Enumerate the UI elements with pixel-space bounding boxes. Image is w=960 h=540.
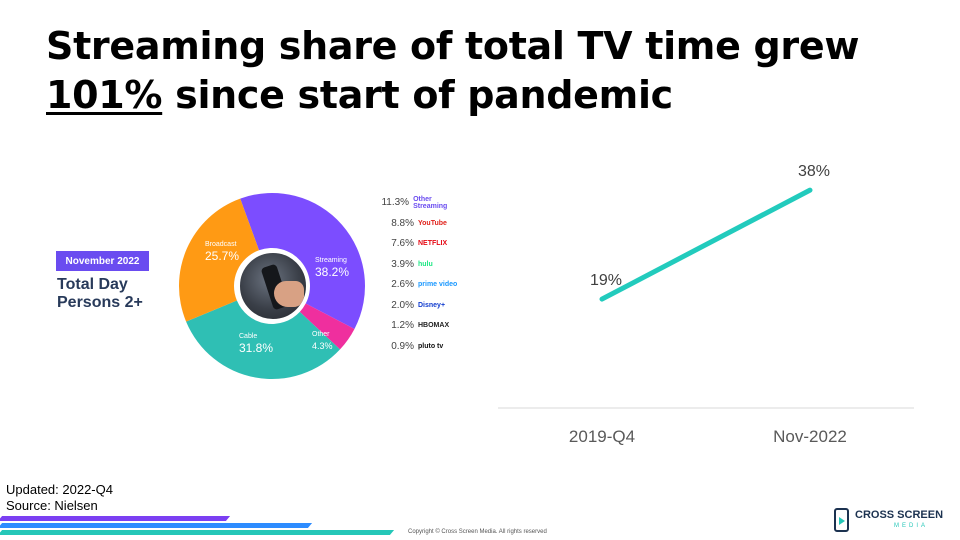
service-share: 2.0% xyxy=(391,299,414,311)
viewing-share-donut xyxy=(178,192,365,379)
service-logo: Disney+ xyxy=(418,301,446,309)
service-share: 2.6% xyxy=(391,279,414,290)
updated-note: Updated: 2022-Q4 xyxy=(6,482,113,497)
data-label: 38% xyxy=(798,163,830,180)
service-row: 3.9% hulu xyxy=(380,255,460,274)
service-share: 3.9% xyxy=(391,258,414,270)
service-logo: pluto tv xyxy=(418,342,444,350)
x-tick-label: Nov-2022 xyxy=(773,427,847,446)
donut-label-broadcast: Broadcast 25.7% xyxy=(205,241,240,263)
streaming-share-line-chart: 2019-Q4 Nov-2022 19% 38% xyxy=(498,163,914,446)
tv-remote-photo xyxy=(237,250,309,322)
service-share: 7.6% xyxy=(391,238,414,249)
hand-shape xyxy=(274,281,304,307)
infographic-heading: Total Day Persons 2+ xyxy=(57,276,143,311)
donut-slice-broadcast xyxy=(178,198,260,322)
donut-label-streaming: Streaming 38.2% xyxy=(315,257,350,279)
service-row: 7.6% NETFLIX xyxy=(380,234,460,253)
service-share: 8.8% xyxy=(391,217,414,229)
service-logo: prime video xyxy=(418,281,458,288)
donut-label-other: Other 4.3% xyxy=(312,331,333,351)
stripe-blue xyxy=(0,523,313,528)
service-row: 8.8% YouTube xyxy=(380,214,460,233)
source-note: Source: Nielsen xyxy=(6,498,98,513)
copyright-text: Copyright © Cross Screen Media. All righ… xyxy=(408,529,547,535)
service-row: 0.9% pluto tv xyxy=(380,337,460,356)
donut-slice-streaming xyxy=(240,192,365,329)
play-icon xyxy=(834,508,849,532)
slide-title: Streaming share of total TV time grew 101… xyxy=(46,24,860,117)
title-highlight: 101% xyxy=(46,73,163,117)
service-share: 11.3% xyxy=(381,197,410,208)
stripe-teal xyxy=(0,530,395,535)
donut-slice-other xyxy=(299,303,355,350)
service-logo: YouTube xyxy=(418,219,447,227)
series-line xyxy=(599,187,813,302)
donut-slice-cable xyxy=(186,300,341,379)
stripe-purple xyxy=(0,516,231,521)
service-logo: hulu xyxy=(418,260,433,268)
cross-screen-media-logo: CROSS SCREEN MEDIA xyxy=(834,506,954,534)
service-logo: HBOMAX xyxy=(418,322,450,329)
date-badge: November 2022 xyxy=(56,251,149,271)
service-row: 11.3% Other Streaming xyxy=(380,193,460,212)
service-row: 1.2% HBOMAX xyxy=(380,316,460,335)
service-row: 2.6% prime video xyxy=(380,275,460,294)
service-logo: NETFLIX xyxy=(418,240,448,247)
data-label: 19% xyxy=(590,272,622,289)
x-tick-label: 2019-Q4 xyxy=(569,427,635,446)
donut-label-cable: Cable 31.8% xyxy=(239,333,274,355)
footer-notes: Updated: 2022-Q4 Source: Nielsen xyxy=(6,482,113,514)
service-row: 2.0% Disney+ xyxy=(380,296,460,315)
service-share: 1.2% xyxy=(391,320,414,331)
service-logo: Other Streaming xyxy=(413,195,448,210)
service-share: 0.9% xyxy=(391,340,414,352)
